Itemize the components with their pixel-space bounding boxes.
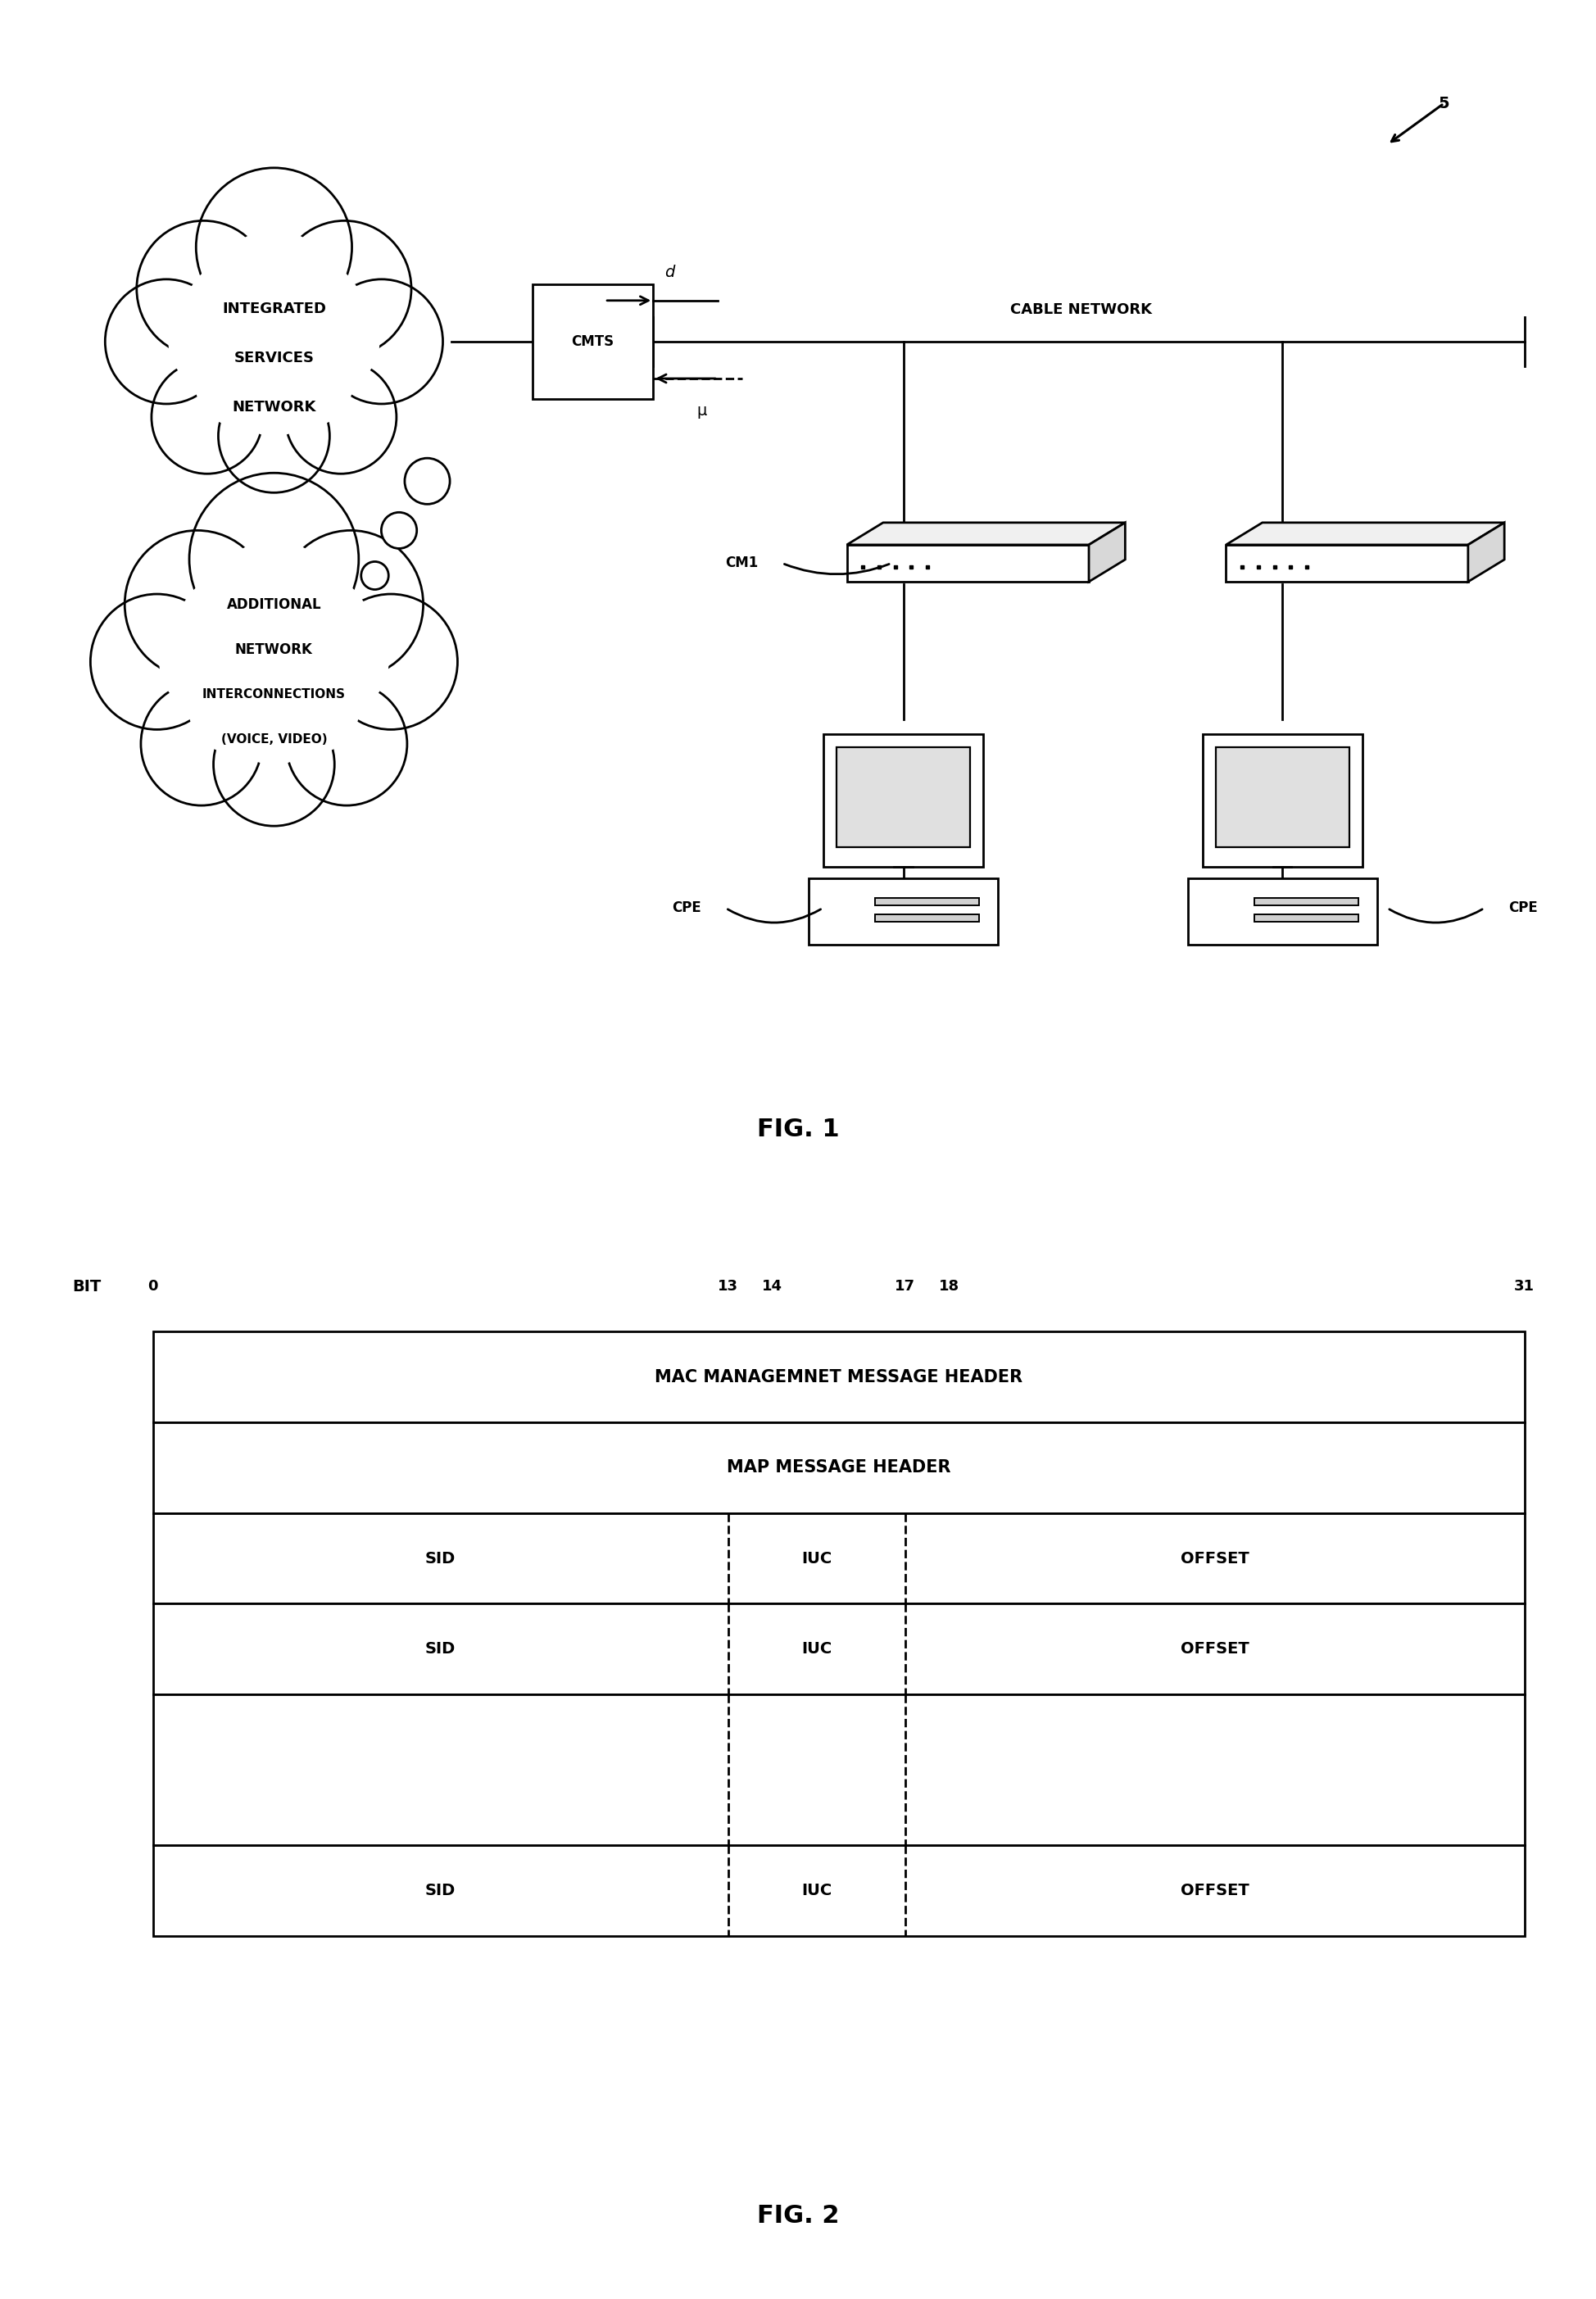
Text: OFFSET: OFFSET xyxy=(1179,1883,1248,1899)
FancyBboxPatch shape xyxy=(1187,878,1376,945)
Polygon shape xyxy=(1467,522,1503,582)
Circle shape xyxy=(215,230,332,349)
Text: SID: SID xyxy=(425,1641,455,1658)
Circle shape xyxy=(324,593,458,729)
Text: CPE: CPE xyxy=(672,901,701,915)
Text: BIT: BIT xyxy=(72,1278,101,1294)
FancyBboxPatch shape xyxy=(1215,747,1349,846)
Text: CABLE NETWORK: CABLE NETWORK xyxy=(1009,301,1151,317)
Text: SID: SID xyxy=(425,1550,455,1566)
Circle shape xyxy=(381,513,417,549)
Text: OFFSET: OFFSET xyxy=(1179,1550,1248,1566)
Text: IUC: IUC xyxy=(801,1550,832,1566)
Circle shape xyxy=(190,474,359,646)
Circle shape xyxy=(185,262,286,363)
Text: 0: 0 xyxy=(148,1278,158,1294)
FancyBboxPatch shape xyxy=(809,878,998,945)
Text: FIG. 1: FIG. 1 xyxy=(757,1117,839,1143)
Text: INTEGRATED: INTEGRATED xyxy=(222,301,326,315)
Circle shape xyxy=(188,660,279,754)
Circle shape xyxy=(169,294,260,389)
FancyBboxPatch shape xyxy=(1202,733,1361,867)
Text: IUC: IUC xyxy=(801,1641,832,1658)
Text: CMTS: CMTS xyxy=(571,333,614,349)
FancyBboxPatch shape xyxy=(1226,545,1467,582)
Circle shape xyxy=(196,168,351,326)
Circle shape xyxy=(219,379,329,492)
Text: d: d xyxy=(664,264,674,280)
Text: CPE: CPE xyxy=(1508,901,1537,915)
FancyBboxPatch shape xyxy=(875,915,978,922)
Circle shape xyxy=(268,660,359,754)
Circle shape xyxy=(124,531,270,678)
Bar xyxy=(153,1423,1524,1513)
Bar xyxy=(153,1694,1524,1846)
Circle shape xyxy=(278,221,412,356)
Text: 18: 18 xyxy=(938,1278,959,1294)
Text: IUC: IUC xyxy=(801,1883,832,1899)
Text: 14: 14 xyxy=(761,1278,782,1294)
Circle shape xyxy=(289,612,388,713)
Text: MAP MESSAGE HEADER: MAP MESSAGE HEADER xyxy=(726,1460,950,1476)
Bar xyxy=(153,1513,1524,1605)
FancyBboxPatch shape xyxy=(1253,897,1357,906)
Bar xyxy=(153,1846,1524,1936)
Text: NETWORK: NETWORK xyxy=(231,400,316,414)
Text: NETWORK: NETWORK xyxy=(235,641,313,658)
Circle shape xyxy=(287,294,378,389)
Circle shape xyxy=(268,340,353,425)
FancyBboxPatch shape xyxy=(531,285,653,400)
Circle shape xyxy=(361,561,388,589)
Circle shape xyxy=(105,278,228,405)
FancyBboxPatch shape xyxy=(875,897,978,906)
Circle shape xyxy=(160,612,260,713)
Circle shape xyxy=(228,671,319,763)
Polygon shape xyxy=(1226,522,1503,545)
Circle shape xyxy=(404,458,450,503)
Circle shape xyxy=(286,361,396,474)
FancyBboxPatch shape xyxy=(1253,915,1357,922)
Circle shape xyxy=(321,278,442,405)
FancyBboxPatch shape xyxy=(836,747,970,846)
Circle shape xyxy=(262,262,362,363)
Bar xyxy=(153,1331,1524,1423)
Polygon shape xyxy=(1088,522,1125,582)
Text: SID: SID xyxy=(425,1883,455,1899)
Circle shape xyxy=(137,221,270,356)
Text: (VOICE, VIDEO): (VOICE, VIDEO) xyxy=(220,733,327,745)
Text: OFFSET: OFFSET xyxy=(1179,1641,1248,1658)
Text: INTERCONNECTIONS: INTERCONNECTIONS xyxy=(203,687,345,701)
Circle shape xyxy=(177,575,286,685)
Polygon shape xyxy=(846,522,1125,545)
Text: 5: 5 xyxy=(1438,97,1449,110)
Text: 31: 31 xyxy=(1513,1278,1534,1294)
Circle shape xyxy=(262,575,370,685)
Circle shape xyxy=(195,340,279,425)
Bar xyxy=(153,1605,1524,1694)
Circle shape xyxy=(140,683,262,805)
Circle shape xyxy=(278,531,423,678)
Text: CM1: CM1 xyxy=(725,556,758,570)
Text: μ: μ xyxy=(696,402,707,418)
Text: SERVICES: SERVICES xyxy=(233,352,314,366)
FancyBboxPatch shape xyxy=(846,545,1088,582)
Text: 13: 13 xyxy=(718,1278,737,1294)
Circle shape xyxy=(231,352,316,437)
Text: FIG. 2: FIG. 2 xyxy=(757,2205,839,2228)
Text: ADDITIONAL: ADDITIONAL xyxy=(227,598,321,612)
Circle shape xyxy=(214,703,334,825)
Circle shape xyxy=(91,593,223,729)
Text: 17: 17 xyxy=(894,1278,915,1294)
Circle shape xyxy=(211,540,337,669)
Text: MAC MANAGEMNET MESSAGE HEADER: MAC MANAGEMNET MESSAGE HEADER xyxy=(654,1368,1021,1386)
Circle shape xyxy=(286,683,407,805)
FancyBboxPatch shape xyxy=(824,733,983,867)
Circle shape xyxy=(152,361,263,474)
